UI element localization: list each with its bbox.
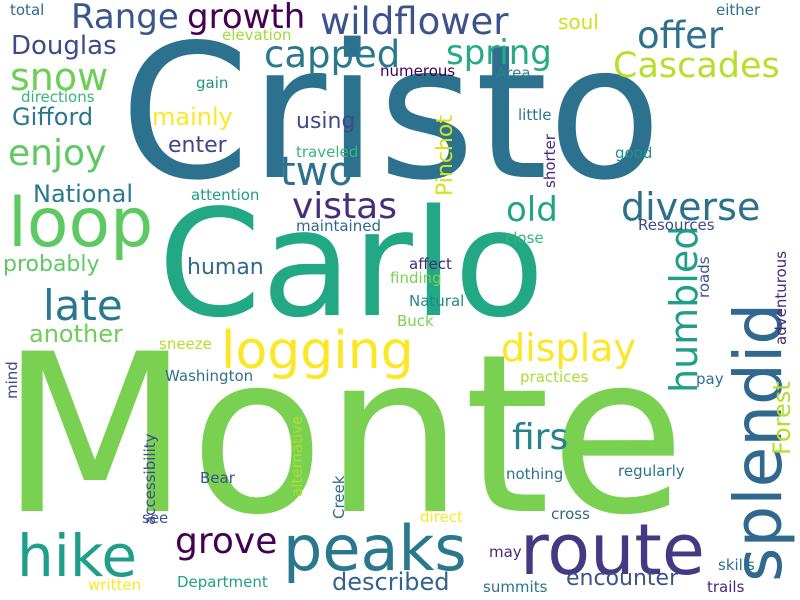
- word-cross: cross: [551, 505, 590, 523]
- word-diverse: diverse: [621, 185, 761, 229]
- word-douglas: Douglas: [11, 31, 117, 61]
- word-total: total: [10, 1, 45, 19]
- word-alternative: alternative: [288, 415, 306, 497]
- word-vistas: vistas: [292, 186, 397, 227]
- word-monte: Monte: [0, 307, 686, 563]
- word-loop: loop: [8, 184, 154, 263]
- word-finding: finding: [390, 269, 442, 287]
- word-another: another: [29, 320, 123, 348]
- word-capped: capped: [264, 33, 401, 76]
- word-may: may: [489, 543, 522, 561]
- word-encounter: encounter: [566, 566, 679, 591]
- word-grove: grove: [175, 521, 278, 562]
- word-trails: trails: [707, 578, 745, 596]
- word-mind: mind: [3, 361, 21, 399]
- word-human: human: [187, 255, 264, 280]
- word-buck: Buck: [397, 312, 434, 330]
- word-logging: logging: [221, 321, 414, 381]
- word-display: display: [501, 326, 636, 370]
- word-maintained: maintained: [296, 217, 381, 235]
- word-creek: Creek: [330, 475, 348, 519]
- word-forest: Forest: [768, 381, 796, 455]
- word-offer: offer: [637, 14, 724, 57]
- word-shorter: shorter: [541, 134, 559, 188]
- word-department: Department: [177, 573, 268, 591]
- word-good: good: [615, 144, 653, 162]
- word-snow: snow: [10, 55, 109, 99]
- word-two: two: [280, 149, 353, 195]
- word-wildflower: wildflower: [320, 0, 509, 43]
- word-range: Range: [71, 0, 179, 37]
- word-gifford: Gifford: [12, 103, 94, 131]
- word-peaks: peaks: [283, 512, 467, 585]
- word-washington: Washington: [165, 367, 254, 385]
- word-resources: Resources: [638, 216, 715, 234]
- word-natural: Natural: [409, 292, 465, 310]
- word-area: Area: [496, 64, 531, 82]
- word-bear: Bear: [200, 469, 235, 487]
- word-old: old: [506, 190, 558, 230]
- word-regularly: regularly: [618, 462, 685, 480]
- word-carlo: Carlo: [158, 178, 545, 350]
- word-written: written: [88, 576, 142, 594]
- word-mainly: mainly: [152, 103, 233, 131]
- word-numerous: numerous: [380, 62, 456, 80]
- word-soul: soul: [558, 10, 599, 34]
- word-directions: directions: [21, 88, 95, 106]
- word-little: little: [518, 106, 552, 124]
- word-enjoy: enjoy: [8, 133, 107, 174]
- word-national: National: [33, 180, 134, 208]
- word-elevation: elevation: [222, 26, 292, 44]
- word-route: route: [520, 509, 705, 591]
- word-practices: practices: [520, 368, 589, 386]
- word-growth: growth: [187, 0, 306, 37]
- word-adventurous: adventurous: [772, 250, 790, 345]
- word-enter: enter: [168, 133, 227, 158]
- word-gain: gain: [196, 74, 229, 92]
- word-direct: direct: [420, 508, 463, 526]
- word-close: close: [505, 229, 544, 247]
- word-affect: affect: [409, 255, 452, 273]
- word-pay: pay: [696, 370, 724, 388]
- word-using: using: [296, 109, 356, 134]
- word-skills: skills: [718, 556, 755, 574]
- word-firs: firs: [512, 417, 569, 458]
- word-summits: summits: [483, 578, 548, 596]
- word-roads: roads: [695, 256, 713, 298]
- word-pinchot: Pinchot: [433, 115, 458, 196]
- word-humbled: humbled: [662, 225, 706, 393]
- word-cristo: Cristo: [120, 4, 662, 221]
- word-late: late: [43, 281, 123, 330]
- word-hike: hike: [17, 522, 138, 590]
- word-spring: spring: [446, 33, 552, 73]
- word-attention: attention: [191, 186, 260, 204]
- word-sneeze: sneeze: [159, 335, 212, 353]
- word-cascades: Cascades: [613, 46, 780, 86]
- word-either: either: [716, 1, 761, 19]
- word-traveled: traveled: [296, 143, 359, 161]
- word-described: described: [332, 568, 450, 596]
- word-see: see: [142, 509, 169, 527]
- word-probably: probably: [3, 252, 100, 277]
- word-nothing: nothing: [506, 465, 564, 483]
